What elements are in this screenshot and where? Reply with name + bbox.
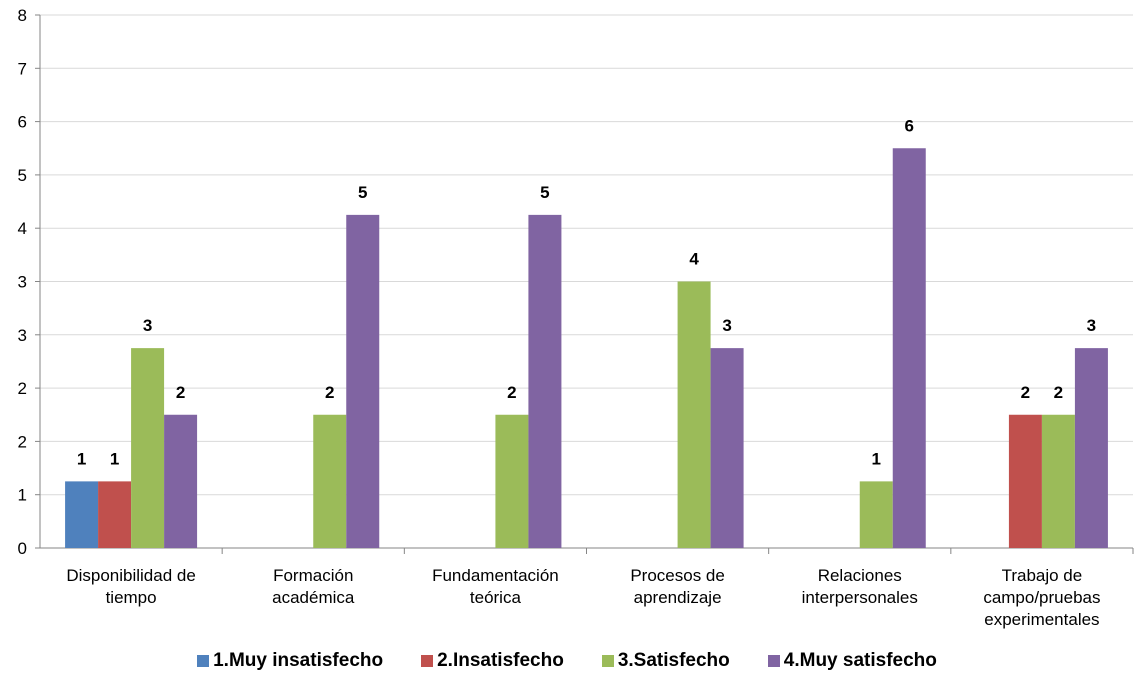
x-category-label: Relaciones interpersonales [802, 566, 918, 607]
bar [677, 281, 711, 548]
legend-label: 1.Muy insatisfecho [213, 650, 384, 671]
data-label: 3 [143, 316, 152, 335]
bar [164, 414, 198, 548]
data-label: 5 [540, 183, 549, 202]
x-category-label-line: teórica [470, 588, 522, 607]
bar [131, 348, 165, 548]
data-label: 3 [1087, 316, 1096, 335]
legend-swatch [421, 655, 434, 667]
bar [892, 148, 926, 548]
legend-label: 2.Insatisfecho [437, 650, 564, 671]
data-label: 2 [1021, 383, 1030, 402]
legend-label: 3.Satisfecho [617, 650, 730, 671]
x-category-label: Disponibilidad de tiempo [66, 566, 195, 607]
x-category-label-line: académica [272, 588, 355, 607]
legend-swatch [601, 655, 614, 667]
y-tick-label: 4 [18, 219, 27, 238]
bar [1041, 414, 1075, 548]
data-label: 4 [689, 250, 699, 269]
x-category-label-line: Trabajo de [1002, 566, 1083, 585]
y-tick-label: 2 [18, 379, 27, 398]
bar [65, 481, 99, 548]
y-tick-label: 0 [18, 539, 27, 558]
data-label: 1 [110, 449, 119, 468]
data-label: 6 [905, 116, 914, 135]
data-label: 2 [1054, 383, 1063, 402]
bar [495, 414, 529, 548]
y-tick-label: 3 [18, 273, 27, 292]
y-tick-label: 5 [18, 166, 27, 185]
x-category-label-line: Fundamentación [432, 566, 559, 585]
x-category-label-line: Procesos de [630, 566, 725, 585]
data-label: 2 [325, 383, 334, 402]
y-tick-label: 7 [18, 59, 27, 78]
legend: 1.Muy insatisfecho 2.Insatisfecho 3.Satisf… [0, 650, 1134, 672]
y-tick-label: 3 [18, 326, 27, 345]
bar [528, 214, 562, 548]
legend-item: 4.Muy satisfecho [767, 650, 937, 672]
bar [98, 481, 132, 548]
bar [313, 414, 347, 548]
bar [710, 348, 744, 548]
bar [346, 214, 380, 548]
x-category-label-line: Disponibilidad de [66, 566, 195, 585]
bar [1074, 348, 1108, 548]
x-category-label-line: experimentales [984, 610, 1099, 629]
bar [1008, 414, 1042, 548]
data-label: 1 [872, 449, 881, 468]
bar [859, 481, 893, 548]
x-category-label: Procesos de aprendizaje [630, 566, 725, 607]
y-tick-label: 6 [18, 113, 27, 132]
x-category-label-line: tiempo [106, 588, 157, 607]
legend-swatch [767, 655, 780, 667]
x-category-label-line: interpersonales [802, 588, 918, 607]
data-label: 3 [722, 316, 731, 335]
legend-label: 4.Muy satisfecho [783, 650, 937, 671]
data-label: 2 [507, 383, 516, 402]
x-category-label-line: aprendizaje [634, 588, 722, 607]
x-category-label: Fundamentación teórica [432, 566, 559, 607]
legend-item: 3.Satisfecho [601, 650, 730, 672]
data-label: 5 [358, 183, 367, 202]
x-category-label: Formación académica [272, 566, 355, 607]
y-tick-label: 2 [18, 432, 27, 451]
y-tick-label: 8 [18, 6, 27, 25]
y-tick-label: 1 [18, 486, 27, 505]
x-category-label-line: campo/pruebas [983, 588, 1100, 607]
x-category-label: Trabajo de campo/pruebas experimentales [983, 566, 1100, 629]
bar-chart: 0 1 2 2 3 3 4 5 6 7 8 1 1 3 2 Disponibilidad de tiempo 2 5… [18, 6, 1134, 629]
data-label: 1 [77, 449, 86, 468]
x-category-label-line: Relaciones [818, 566, 902, 585]
legend-item: 2.Insatisfecho [421, 650, 564, 672]
legend-item: 1.Muy insatisfecho [197, 650, 383, 672]
x-category-label-line: Formación [273, 566, 353, 585]
legend-swatch [197, 655, 210, 667]
data-label: 2 [176, 383, 185, 402]
